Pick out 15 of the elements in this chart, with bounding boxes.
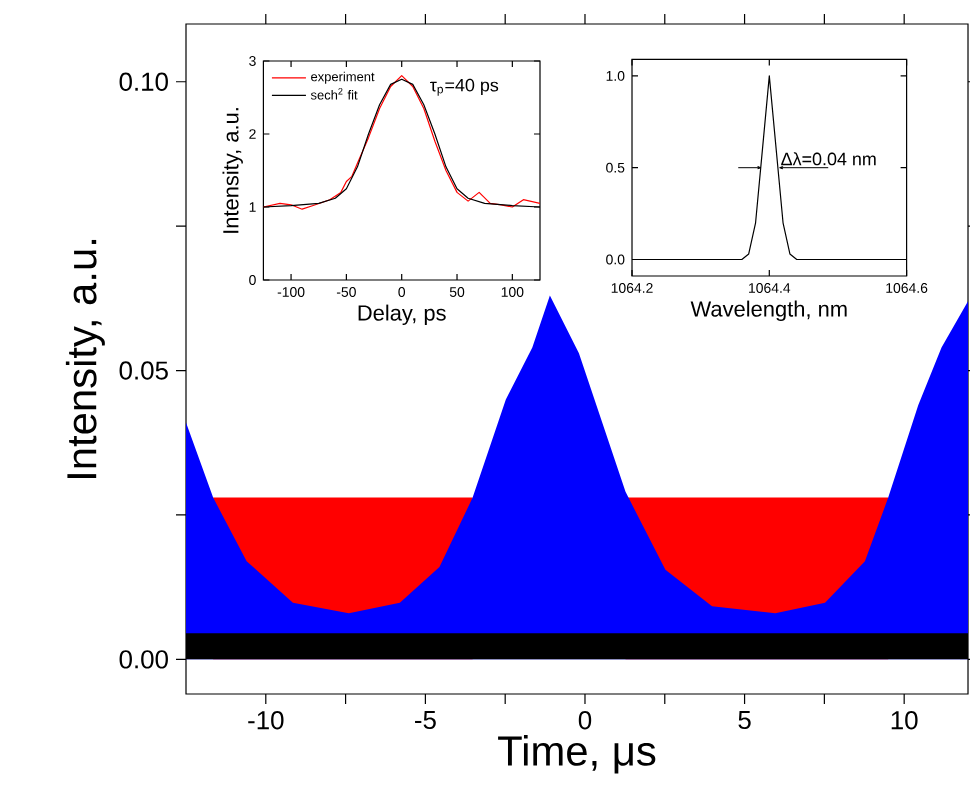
x-tick-label: 0 [578, 711, 592, 730]
x-tick-label: -5 [415, 711, 436, 730]
x-axis-title: Time, μs [498, 735, 656, 774]
x-tick-label: -10 [248, 711, 284, 730]
y-axis-title: Intensity, a.u. [222, 108, 243, 233]
y-tick-label: 0.00 [119, 650, 168, 669]
annotation: τ$_{p}$=40 ps [430, 78, 499, 96]
y-tick-label: 0.05 [119, 361, 168, 380]
x-tick-label: 10 [891, 711, 918, 730]
annotation: Δλ=0.04 nm [781, 152, 876, 166]
y-tick-label: 0.10 [119, 72, 168, 91]
y-axis-title: Intensity, a.u. [65, 239, 105, 479]
x-axis-title: Delay, ps [358, 304, 446, 325]
x-tick-label: 5 [738, 711, 751, 730]
x-axis-title: Wavelength, nm [690, 300, 847, 321]
